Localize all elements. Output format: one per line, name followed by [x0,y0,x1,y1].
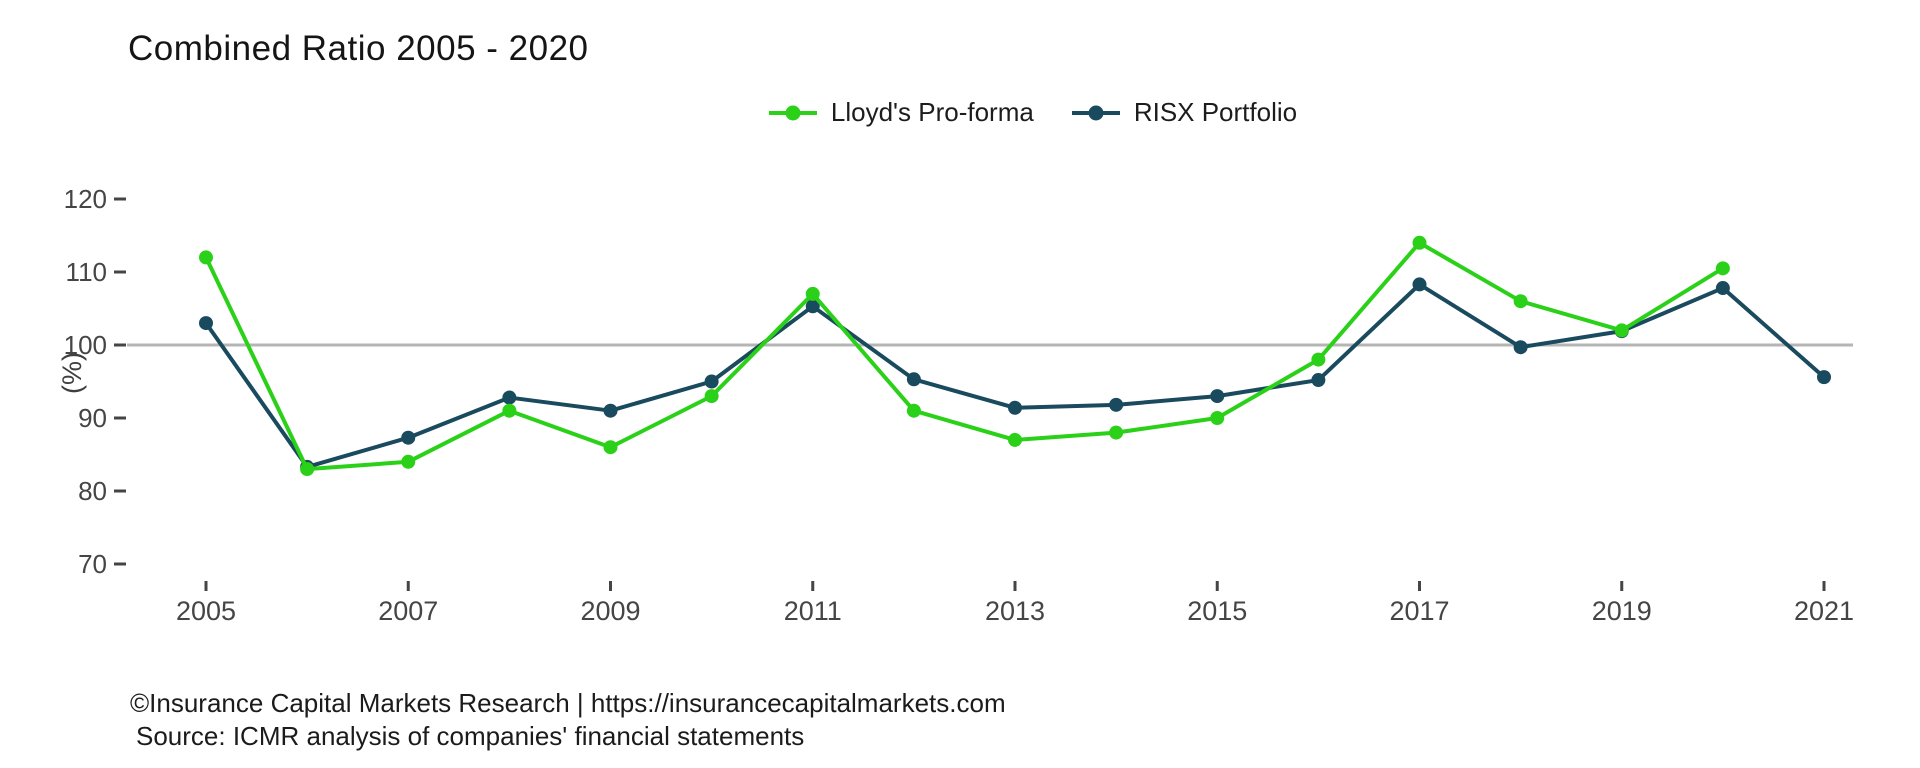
chart-title: Combined Ratio 2005 - 2020 [128,29,589,69]
risx-series-marker-icon [1071,105,1120,120]
data-point [199,316,213,331]
x-tick-label: 2021 [1794,596,1854,626]
data-point [1210,411,1225,425]
data-point [1513,340,1528,355]
lloyds-series-marker-icon [768,105,817,120]
data-point [603,403,618,418]
data-point [1210,389,1225,404]
data-point [300,462,315,477]
y-tick-label: 80 [78,476,107,506]
y-tick-label: 120 [64,184,107,214]
data-point [1311,352,1326,367]
legend-label-lloyds: Lloyd's Pro-forma [830,97,1034,127]
data-point [603,440,618,455]
data-point [906,372,921,387]
legend-item-lloyds: Lloyd's Pro-forma [768,97,1034,128]
x-tick-label: 2007 [378,596,438,626]
data-point [1412,235,1427,250]
data-point [1715,261,1730,276]
x-tick-label: 2019 [1592,596,1652,626]
data-point [906,403,921,418]
data-point [1109,397,1124,412]
series-line [204,240,1724,472]
data-point [1008,400,1022,415]
legend-label-risx: RISX Portfolio [1133,97,1298,127]
data-point [1412,277,1427,292]
y-tick-label: 100 [64,330,107,360]
legend-item-risx: RISX Portfolio [1071,97,1298,128]
data-point [1817,370,1831,385]
y-tick-label: 110 [66,257,107,287]
x-tick-label: 2011 [784,596,842,626]
data-point [502,390,517,405]
x-tick-label: 2005 [176,596,236,626]
source-text: Source: ICMR analysis of companies' fina… [136,721,805,751]
data-point [401,454,416,469]
data-point [502,403,517,418]
data-point [1311,373,1326,388]
x-tick-label: 2009 [580,596,640,626]
data-point [704,389,719,404]
data-point [1513,294,1528,309]
y-tick-label: 70 [78,549,107,579]
x-tick-label: 2015 [1187,596,1247,626]
data-point [704,374,719,389]
data-point [805,299,820,314]
x-tick-label: 2013 [985,596,1045,626]
data-point [1008,432,1022,447]
data-point [1715,281,1730,296]
legend: Lloyd's Pro-forma RISX Portfolio [73,97,1920,128]
copyright-text: ©Insurance Capital Markets Research | ht… [130,688,1006,718]
data-point [199,250,213,265]
data-point [401,430,416,445]
data-point [805,286,820,301]
x-tick-label: 2017 [1389,596,1449,626]
data-point [1109,425,1124,440]
data-point [1614,323,1629,338]
y-tick-label: 90 [78,403,107,433]
